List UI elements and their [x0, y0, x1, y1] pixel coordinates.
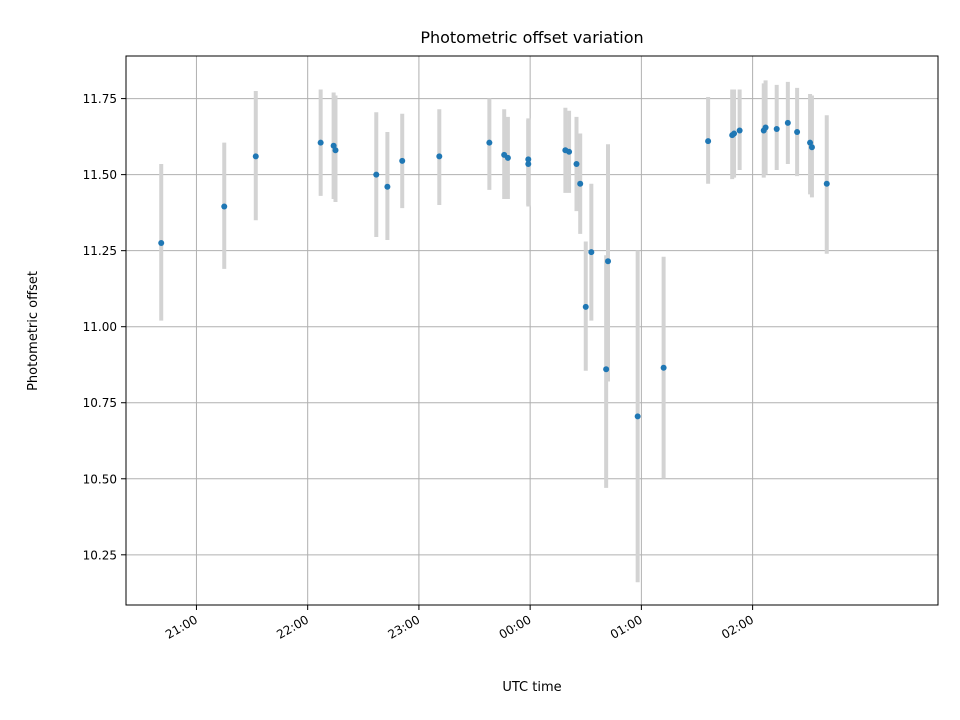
- data-point: [573, 160, 580, 167]
- data-point: [605, 258, 612, 265]
- data-point: [634, 413, 641, 420]
- data-point: [582, 303, 589, 310]
- data-point: [332, 147, 339, 154]
- data-point: [384, 183, 391, 190]
- data-point: [221, 203, 228, 210]
- data-point: [736, 127, 743, 134]
- y-tick-label: 11.00: [83, 320, 117, 334]
- data-point: [773, 125, 780, 132]
- data-point: [436, 153, 443, 160]
- data-point: [794, 129, 801, 136]
- data-point: [762, 124, 769, 131]
- y-axis-label: Photometric offset: [26, 271, 41, 391]
- x-axis-label: UTC time: [502, 680, 561, 695]
- data-point: [566, 148, 573, 155]
- data-point: [158, 240, 165, 247]
- data-point: [317, 139, 324, 146]
- plot-frame: [125, 55, 939, 606]
- data-point: [525, 156, 532, 163]
- data-point: [252, 153, 259, 160]
- data-point: [731, 130, 738, 137]
- data-point: [603, 366, 610, 373]
- y-tick-label: 11.75: [83, 92, 117, 106]
- y-tick-label: 10.25: [83, 548, 117, 562]
- y-axis-ticks: 10.25 10.50 10.75 11.00 11.25 11.50 11.75: [83, 92, 126, 562]
- data-point: [807, 139, 814, 146]
- data-point: [373, 171, 380, 178]
- data-point: [504, 154, 511, 161]
- data-point: [486, 139, 493, 146]
- data-points: [158, 119, 830, 420]
- data-point: [784, 119, 791, 126]
- data-point: [808, 144, 815, 151]
- data-point: [823, 180, 830, 187]
- y-tick-label: 10.50: [83, 472, 117, 486]
- data-point: [705, 138, 712, 145]
- y-tick-label: 11.25: [83, 244, 117, 258]
- data-point: [525, 160, 532, 167]
- data-point: [660, 364, 667, 371]
- chart-title: Photometric offset variation: [420, 28, 643, 47]
- y-tick-label: 10.75: [83, 396, 117, 410]
- data-point: [330, 142, 337, 149]
- data-point: [399, 157, 406, 164]
- data-point: [577, 180, 584, 187]
- data-point: [588, 249, 595, 256]
- grid: [126, 56, 938, 605]
- y-tick-label: 11.50: [83, 168, 117, 182]
